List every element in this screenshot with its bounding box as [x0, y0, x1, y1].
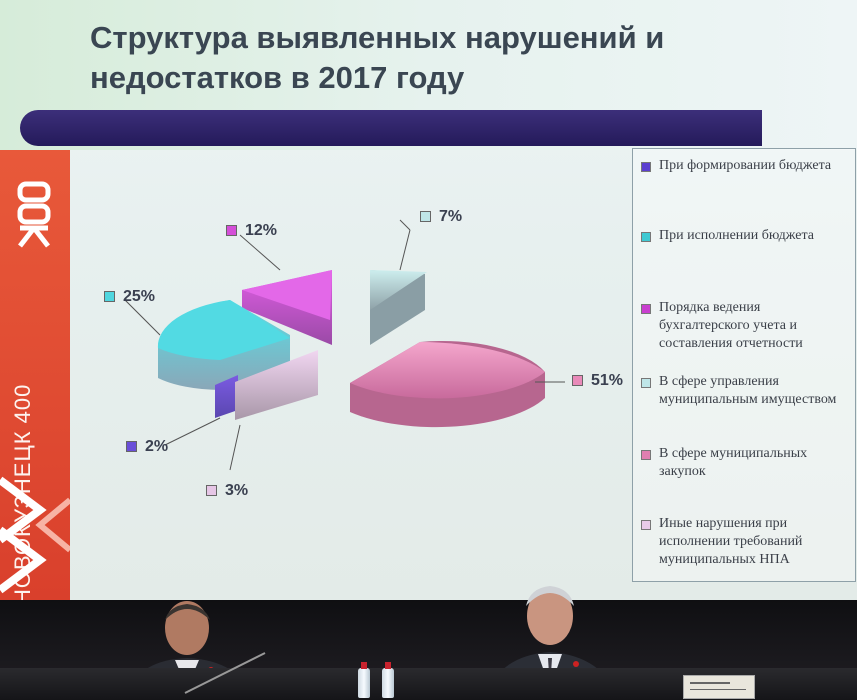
data-label-2: 2%: [126, 438, 168, 456]
slice-other-npa: [235, 350, 318, 420]
title-underline-bar: [20, 110, 762, 146]
logo-400-icon: [17, 181, 51, 248]
legend-item: В сфере муниципальных закупок: [641, 445, 851, 481]
legend-item: Порядка ведения бухгалтерского учета и с…: [641, 299, 851, 353]
legend-item: При исполнении бюджета: [641, 227, 851, 245]
slide-title: Структура выявленных нарушений и недоста…: [90, 20, 665, 95]
chevron-decoration-icon: [0, 476, 70, 594]
slice-accounting: [242, 270, 332, 345]
projection-screen: Структура выявленных нарушений и недоста…: [0, 0, 857, 600]
data-label-25: 25%: [104, 288, 155, 306]
legend-item: При формировании бюджета: [641, 157, 851, 175]
legend-item: Иные нарушения при исполнении требований…: [641, 515, 851, 569]
water-bottle-image: [358, 662, 370, 698]
slice-municipal-property: [370, 270, 427, 345]
pie-chart: [124, 219, 565, 471]
legend-item: В сфере управления муниципальным имущест…: [641, 373, 851, 409]
slice-municipal-procurement: [350, 341, 545, 428]
slice-budget-execution: [157, 300, 290, 390]
chart-legend: При формировании бюджета При исполнении …: [632, 148, 856, 582]
data-label-51: 51%: [572, 372, 623, 390]
microphone-icon: [184, 652, 266, 694]
data-label-12: 12%: [226, 222, 277, 240]
nameplate: [683, 675, 755, 699]
side-logo-band: НОВОКУЗНЕЦК 400: [0, 150, 70, 600]
water-bottle-image: [382, 662, 394, 698]
leader-lines: [124, 219, 565, 471]
slice-budget-formation: [215, 375, 238, 418]
data-label-7: 7%: [420, 208, 462, 226]
data-label-3: 3%: [206, 482, 248, 500]
